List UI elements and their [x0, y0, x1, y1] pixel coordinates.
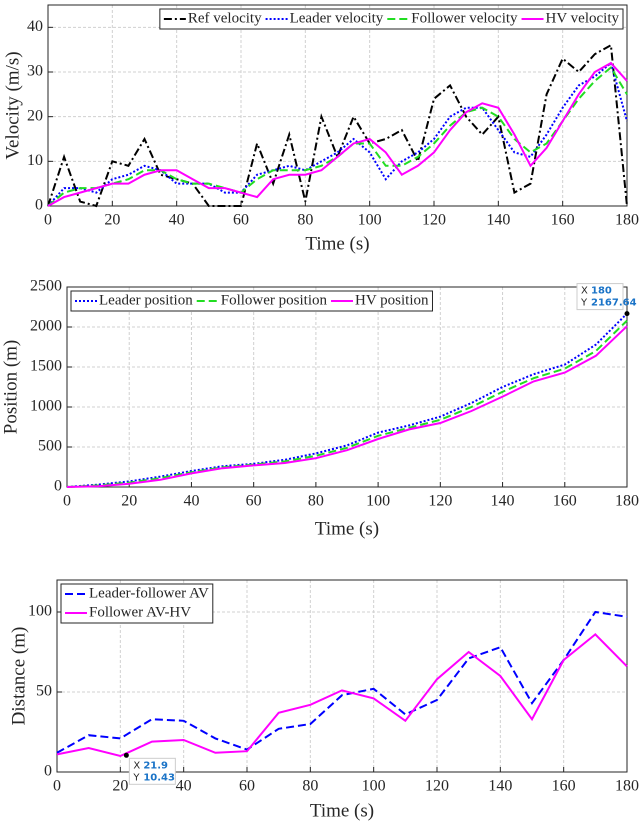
legend-label: Leader-follower AV	[89, 585, 209, 601]
legend: Leader-follower AV Follower AV-HV	[60, 583, 214, 624]
subplot: 0 20 40 60 80 100 120 140 160 180 0 10 20 30 40 Time (s…	[2, 4, 639, 254]
plot-area	[67, 287, 627, 487]
y-tick-label: 500	[38, 438, 62, 455]
legend-label: Follower velocity	[411, 10, 518, 26]
plot-area	[48, 5, 627, 206]
x-tick-label: 100	[358, 212, 382, 229]
legend-label: Leader velocity	[290, 10, 384, 26]
x-axis-label: Time (s)	[310, 800, 374, 821]
y-tick-label: 10	[27, 152, 43, 169]
x-tick-label: 120	[422, 212, 446, 229]
x-tick-label: 0	[44, 212, 52, 229]
series-line	[47, 61, 628, 207]
y-tick-label: 0	[35, 197, 43, 214]
y-axis-label: Velocity (m/s)	[2, 51, 23, 159]
x-tick-label: 80	[297, 212, 313, 229]
y-tick-label: 0	[54, 478, 62, 495]
axes-box	[66, 286, 628, 488]
x-tick-label: 180	[615, 778, 639, 795]
axes-box	[47, 4, 628, 207]
x-tick-label: 160	[551, 212, 575, 229]
series-line	[66, 312, 628, 488]
x-tick-label: 120	[428, 493, 452, 510]
datatip-x-label: X	[581, 286, 588, 297]
y-tick-label: 50	[36, 683, 52, 700]
legend: Leader position Follower position HV posit…	[70, 290, 433, 312]
x-tick-label: 140	[486, 212, 510, 229]
legend-label: Ref velocity	[188, 10, 262, 26]
series-line	[47, 43, 628, 208]
y-axis-label: Distance (m)	[8, 627, 29, 726]
datatip-marker	[624, 311, 630, 317]
datatip-marker	[123, 752, 129, 758]
x-tick-label: 20	[112, 778, 128, 795]
subplot: 0 20 40 60 80 100 120 140 160 180 0 500 1000 1500 2000…	[0, 278, 639, 540]
datatip-y-value: 10.43	[143, 772, 175, 783]
legend-label: Follower position	[221, 292, 328, 308]
x-tick-label: 100	[362, 778, 386, 795]
datatip-box	[576, 283, 624, 311]
x-tick-label: 40	[176, 778, 192, 795]
datatip-x-value: 180	[591, 286, 612, 297]
series-line	[56, 610, 628, 754]
y-tick-label: 1500	[30, 358, 62, 375]
series-line	[47, 61, 628, 207]
x-tick-label: 160	[553, 493, 577, 510]
x-tick-label: 80	[308, 493, 324, 510]
x-tick-label: 160	[552, 778, 576, 795]
x-axis-label: Time (s)	[315, 518, 379, 539]
y-tick-label: 30	[27, 63, 43, 80]
x-tick-label: 180	[615, 212, 639, 229]
x-tick-label: 80	[302, 778, 318, 795]
x-tick-label: 60	[246, 493, 262, 510]
x-tick-label: 0	[63, 493, 71, 510]
datatip-y-value: 2167.64	[591, 298, 637, 309]
subplot: 0 20 40 60 80 100 120 140 160 180 0 50 100 Time (s) Di…	[8, 579, 639, 821]
x-tick-label: 60	[233, 212, 249, 229]
x-tick-label: 100	[366, 493, 390, 510]
y-tick-label: 2000	[30, 318, 62, 335]
x-tick-label: 120	[425, 778, 449, 795]
datatip-box	[128, 757, 176, 785]
y-axis-label: Position (m)	[0, 340, 21, 434]
y-tick-label: 1000	[30, 398, 62, 415]
y-tick-label: 20	[27, 107, 43, 124]
x-tick-label: 60	[239, 778, 255, 795]
legend-box	[70, 290, 433, 312]
datatip-x-value: 21.9	[143, 760, 168, 771]
legend-box	[60, 583, 214, 624]
legend: Ref velocity Leader velocity Follower velo…	[159, 8, 624, 30]
x-tick-label: 20	[121, 493, 137, 510]
datatip-x-label: X	[133, 760, 140, 771]
legend-label: Follower AV-HV	[89, 604, 191, 620]
legend-label: HV velocity	[546, 10, 620, 26]
x-tick-label: 140	[491, 493, 515, 510]
y-tick-label: 0	[44, 763, 52, 780]
series-line	[66, 319, 628, 488]
x-tick-label: 140	[488, 778, 512, 795]
legend-label: HV position	[355, 292, 429, 308]
y-tick-label: 40	[27, 18, 43, 35]
datatip-y-label: Y	[132, 772, 140, 783]
x-tick-label: 40	[183, 493, 199, 510]
datatip-y-label: Y	[580, 298, 588, 309]
x-tick-label: 180	[615, 493, 639, 510]
x-tick-label: 20	[104, 212, 120, 229]
axes-box	[56, 579, 628, 773]
series-line	[66, 325, 628, 488]
x-axis-label: Time (s)	[305, 233, 369, 254]
x-tick-label: 0	[53, 778, 61, 795]
y-tick-label: 2500	[30, 278, 62, 295]
x-tick-label: 40	[169, 212, 185, 229]
legend-label: Leader position	[99, 292, 193, 308]
y-tick-label: 100	[28, 603, 52, 620]
series-line	[56, 633, 628, 758]
